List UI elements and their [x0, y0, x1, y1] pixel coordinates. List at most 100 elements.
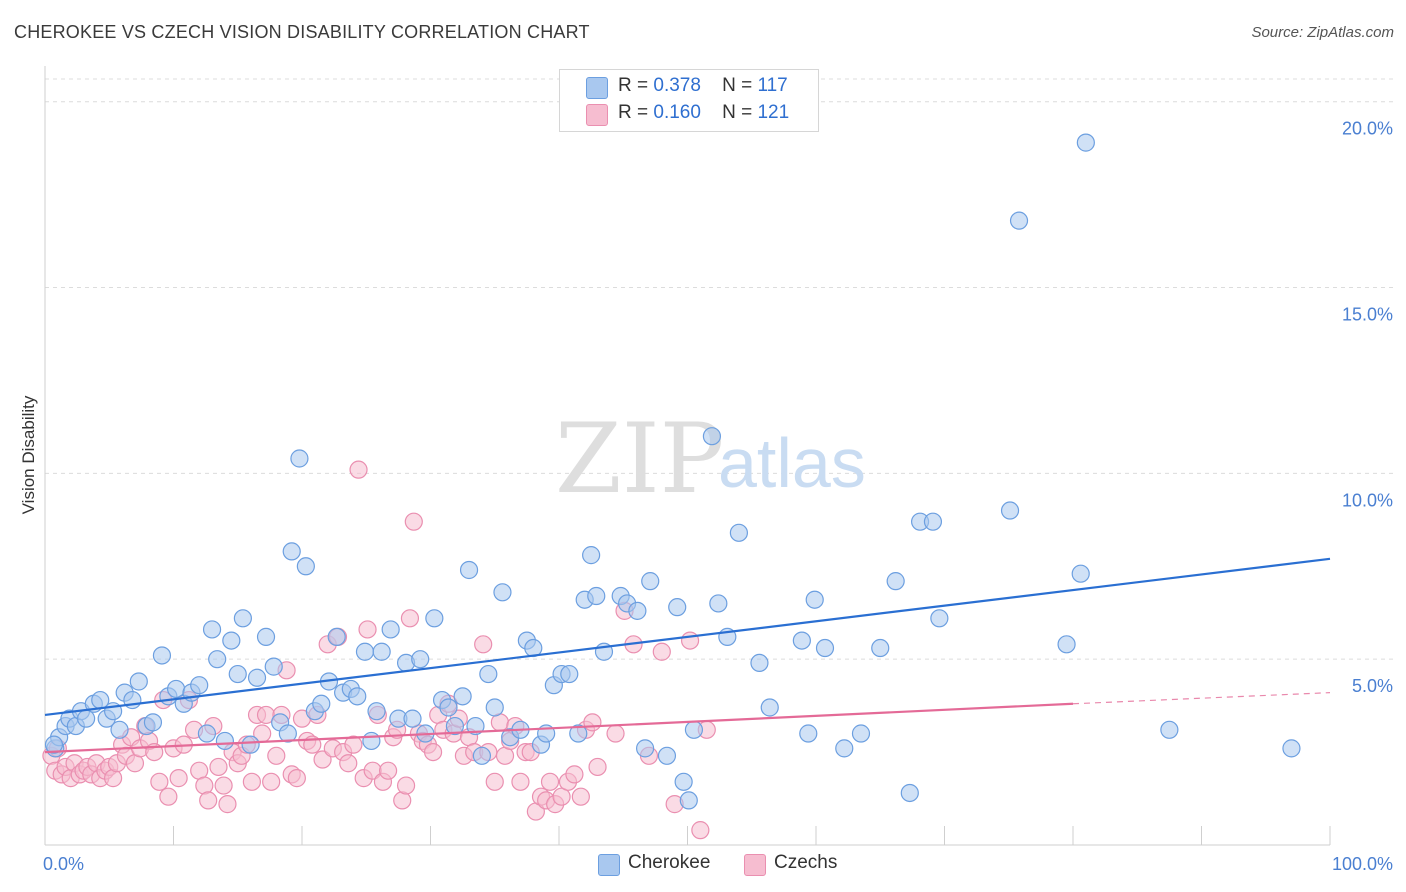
cherokee-point: [282, 542, 301, 561]
cherokee-point: [792, 631, 811, 650]
cherokee-point: [247, 668, 267, 687]
series-label-cherokee: Cherokee: [628, 852, 711, 873]
y-tick-label: 20.0%: [1342, 119, 1393, 139]
cherokee-point: [1076, 133, 1095, 152]
cherokee-point: [222, 631, 241, 650]
cherokee-point: [582, 546, 601, 565]
cherokee-point: [425, 609, 444, 628]
cherokee-point: [264, 657, 283, 676]
cherokee-point: [381, 620, 400, 639]
cherokee-point: [256, 627, 276, 646]
cherokee-point: [851, 724, 871, 743]
cherokee-point: [702, 427, 722, 446]
cherokee-point: [815, 638, 835, 658]
y-axis-title: Vision Disability: [19, 395, 38, 514]
cherokee-point: [1057, 635, 1076, 654]
cherokee-point: [215, 731, 234, 751]
cherokee-point: [152, 646, 172, 665]
czechs-point: [313, 750, 332, 769]
cherokee-point: [403, 709, 422, 728]
czechs-point: [606, 724, 625, 743]
czechs-point: [511, 772, 530, 791]
cherokee-point: [805, 590, 824, 609]
czechs-point: [195, 776, 214, 795]
cherokee-point: [44, 735, 64, 754]
cherokee-point: [143, 713, 163, 732]
cherokee-point: [110, 720, 129, 739]
czechs-point: [218, 795, 237, 814]
czechs-point: [267, 746, 286, 765]
legend-swatch-czechs: [586, 104, 608, 126]
cherokee-point: [668, 598, 687, 617]
cherokee-point: [233, 609, 252, 628]
cherokee-point: [560, 664, 579, 684]
watermark-zip: ZIP: [555, 403, 724, 515]
czechs-point: [349, 460, 368, 479]
cherokee-point: [657, 746, 677, 765]
cherokee-point: [362, 731, 381, 751]
cherokee-point: [1000, 501, 1020, 520]
czechs-point: [262, 772, 281, 791]
cherokee-point: [459, 560, 479, 580]
czechs-point: [571, 787, 590, 806]
cherokee-point: [835, 739, 854, 758]
cherokee-point: [684, 720, 704, 739]
cherokee-trend-line: [44, 557, 1331, 717]
cherokee-point: [479, 664, 498, 684]
cherokee-point: [930, 609, 949, 628]
czechs-point: [242, 772, 261, 791]
legend-r-value-cherokee: 0.378: [653, 75, 701, 96]
czechs-point: [423, 742, 443, 762]
cherokee-point: [453, 687, 472, 706]
cherokee-point: [1071, 564, 1090, 583]
czechs-point: [287, 769, 306, 788]
czechs-point: [393, 791, 412, 810]
cherokee-point: [241, 735, 260, 754]
czechs-point: [339, 754, 358, 773]
cherokee-point: [709, 594, 728, 613]
cherokee-point: [466, 716, 485, 736]
czechs-point: [344, 735, 363, 754]
cherokee-point: [439, 698, 458, 717]
czechs-point: [583, 713, 602, 732]
czechs-point: [378, 761, 398, 780]
cherokee-point: [355, 642, 375, 661]
y-tick-label: 10.0%: [1342, 490, 1393, 510]
czechs-point: [485, 772, 504, 791]
x-tick-label-max: 100.0%: [1332, 854, 1393, 874]
cherokee-point: [923, 512, 943, 531]
x-tick-label-min: 0.0%: [43, 854, 84, 874]
series-legend: Cherokee Czechs: [0, 852, 1406, 878]
axes: [44, 66, 1331, 846]
cherokee-point: [635, 739, 655, 758]
series-swatch-czechs: [744, 854, 766, 876]
cherokee-point: [1282, 739, 1301, 758]
czechs-trend-extension: [1072, 692, 1331, 705]
cherokee-point: [208, 650, 227, 669]
legend-r-label: R =: [618, 102, 649, 123]
y-tick-label: 5.0%: [1352, 676, 1393, 696]
gridlines: [45, 78, 1395, 660]
cherokee-point: [760, 698, 779, 717]
czechs-point: [652, 642, 671, 661]
cherokee-point: [445, 716, 465, 736]
cherokee-point: [569, 724, 588, 743]
source-credit: Source: ZipAtlas.com: [1251, 24, 1394, 41]
cherokee-point: [372, 642, 391, 661]
series-swatch-cherokee: [598, 854, 620, 876]
cherokee-point: [799, 724, 818, 743]
czechs-trend-line: [44, 702, 1074, 754]
cherokee-point: [472, 746, 491, 765]
czechs-point: [540, 772, 560, 791]
czechs-point: [358, 620, 377, 639]
czechs-point: [404, 512, 423, 531]
tick-labels: 5.0% 10.0% 15.0% 20.0% 0.0% 100.0%: [43, 119, 1393, 874]
czechs-point: [565, 765, 584, 784]
cherokee-point: [1160, 720, 1179, 739]
legend-n-label: N =: [722, 75, 753, 96]
cherokee-point: [197, 724, 217, 743]
cherokee-point: [587, 586, 606, 606]
legend-r-label: R =: [618, 75, 649, 96]
cherokee-point: [411, 650, 430, 669]
cherokee-point: [900, 783, 919, 803]
